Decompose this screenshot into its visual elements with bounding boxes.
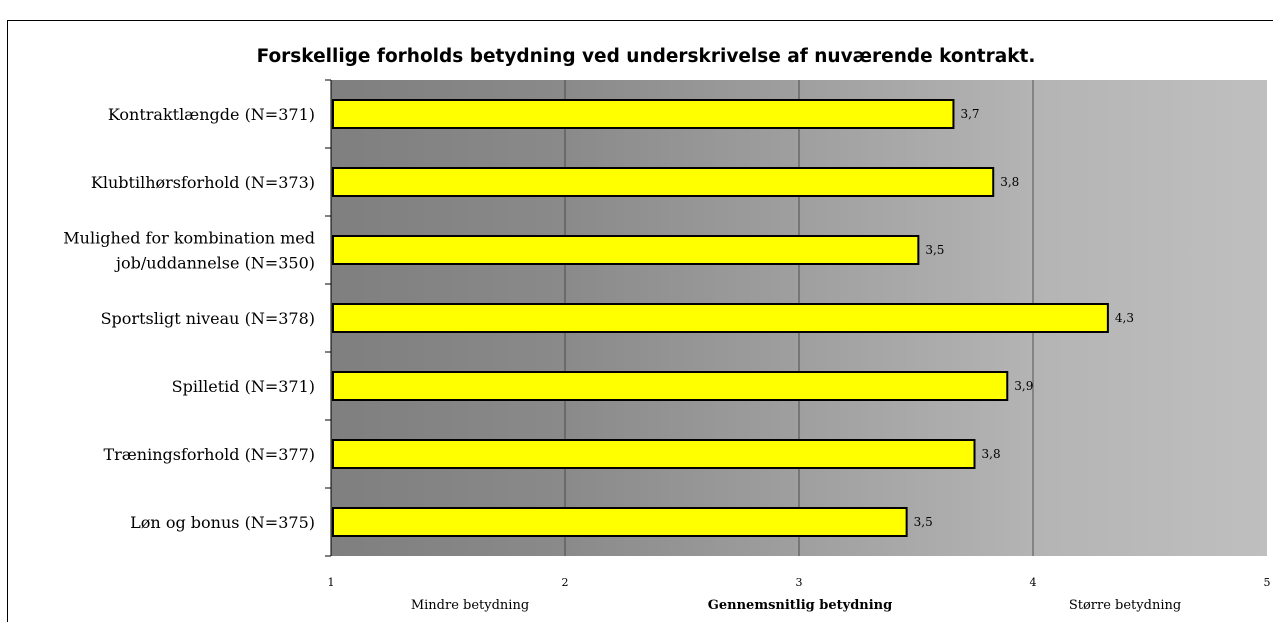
- category-label: Mulighed for kombination med job/uddannel…: [63, 229, 315, 273]
- category-label: Spilletid (N=371): [172, 377, 315, 396]
- bar: [332, 439, 976, 469]
- category-label-line: Træningsforhold (N=377): [103, 445, 315, 464]
- bar: [332, 99, 955, 129]
- data-label: 3,7: [960, 107, 979, 121]
- category-label: Træningsforhold (N=377): [103, 445, 315, 464]
- data-label: 4,3: [1115, 311, 1134, 325]
- data-label: 3,9: [1014, 379, 1033, 393]
- x-tick-label: 2: [562, 576, 569, 589]
- data-label: 3,8: [1000, 175, 1019, 189]
- data-label: 3,5: [914, 515, 933, 529]
- category-label: Klubtilhørsforhold (N=373): [91, 173, 315, 192]
- data-label: 3,5: [925, 243, 944, 257]
- bar: [332, 371, 1009, 401]
- category-label-line: Mulighed for kombination med: [63, 229, 315, 248]
- category-label-line: Kontraktlængde (N=371): [108, 105, 315, 124]
- category-label-line: Spilletid (N=371): [172, 377, 315, 396]
- chart-frame: [7, 20, 1273, 622]
- category-label-line: Klubtilhørsforhold (N=373): [91, 173, 315, 192]
- chart-title: Forskellige forholds betydning ved under…: [257, 46, 1036, 67]
- bar: [332, 235, 920, 265]
- category-labels: Kontraktlængde (N=371) Klubtilhørsforhold…: [63, 105, 315, 532]
- bar: [332, 303, 1109, 333]
- data-label: 3,8: [982, 447, 1001, 461]
- category-label: Løn og bonus (N=375): [130, 513, 315, 532]
- category-label: Sportsligt niveau (N=378): [101, 309, 315, 328]
- bar: [332, 507, 908, 537]
- bars: [332, 99, 1109, 537]
- region-label-center: Gennemsnitlig betydning: [708, 598, 892, 613]
- category-label-line: Løn og bonus (N=375): [130, 513, 315, 532]
- region-label-left: Mindre betydning: [411, 598, 529, 613]
- region-label-right: Større betydning: [1069, 598, 1181, 613]
- category-label: Kontraktlængde (N=371): [108, 105, 315, 124]
- y-axis: [325, 79, 332, 557]
- x-tick-label: 5: [1264, 576, 1271, 589]
- x-tick-label: 1: [328, 576, 335, 589]
- category-label-line: job/uddannelse (N=350): [114, 254, 315, 273]
- x-tick-label: 4: [1030, 576, 1037, 589]
- value-labels: 3,7 3,8 3,5 4,3 3,9 3,8 3,5: [914, 107, 1134, 529]
- x-tick-label: 3: [796, 576, 803, 589]
- category-label-line: Sportsligt niveau (N=378): [101, 309, 315, 328]
- x-tick-labels: 1 2 3 4 5: [328, 576, 1271, 589]
- bar: [332, 167, 995, 197]
